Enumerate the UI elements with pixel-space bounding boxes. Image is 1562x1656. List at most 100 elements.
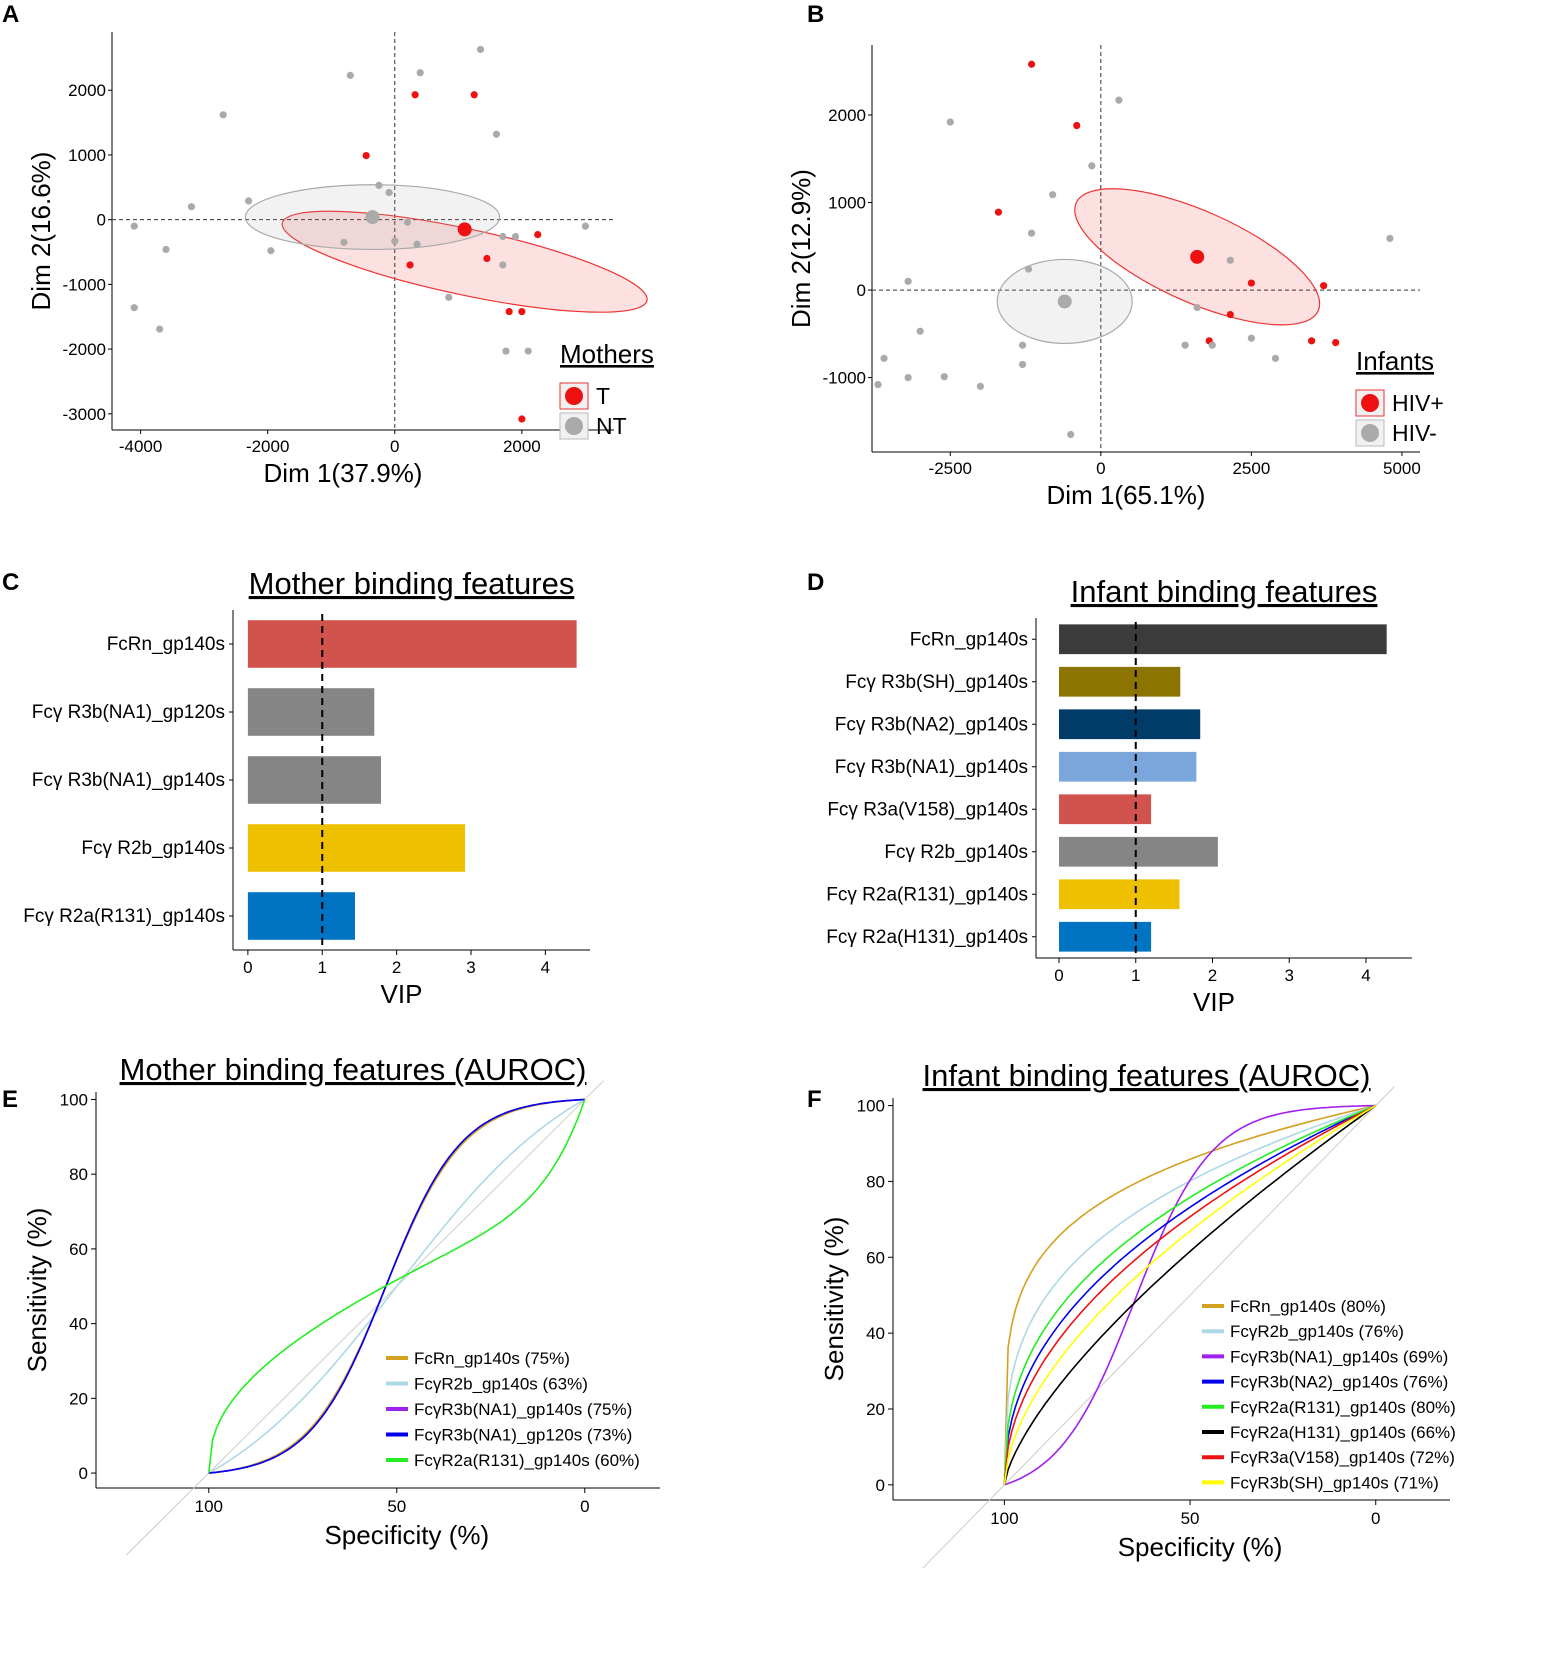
scatter-point-hiv [1320, 282, 1328, 290]
scatter-point-hiv [994, 208, 1003, 216]
category-label: Fcγ R3b(NA1)_gp140s [32, 770, 225, 791]
scatter-point-hiv [916, 327, 924, 335]
scatter-point-nt [499, 232, 507, 241]
roc-curve [1004, 1104, 1376, 1486]
centroid-hiv [1057, 294, 1072, 309]
scatter-point-nt [445, 293, 453, 301]
scatter-point-t [518, 307, 526, 316]
category-label: Fcγ R2b_gp140s [884, 842, 1028, 863]
scatter-point-t [411, 91, 419, 99]
y-tick-label: 0 [876, 1476, 885, 1495]
x-tick-label: 4 [1361, 966, 1370, 985]
scatter-point-nt [416, 69, 424, 77]
bar [1059, 879, 1180, 910]
x-tick-label: 1 [1131, 966, 1140, 985]
panel-letter-d: D [807, 569, 824, 596]
scatter-point-hiv [1226, 310, 1234, 319]
x-axis-title: Dim 1(65.1%) [1047, 480, 1206, 510]
y-tick-label: 1000 [828, 194, 866, 213]
category-label: Fcγ R2a(R131)_gp140s [23, 906, 225, 927]
y-tick-label: 2000 [68, 81, 106, 100]
scatter-point-t [505, 307, 513, 316]
legend-key-dot [565, 417, 583, 435]
scatter-point-nt [130, 304, 138, 312]
chart-title: Mother binding features [249, 566, 575, 601]
x-tick-label: -2000 [246, 437, 289, 456]
scatter-point-nt [219, 111, 227, 119]
x-tick-label: 0 [390, 437, 399, 456]
legend-label: FcRn_gp140s (80%) [1230, 1297, 1386, 1316]
bar [247, 756, 382, 804]
category-label: Fcγ R3b(NA1)_gp140s [835, 757, 1028, 778]
y-tick-label: 0 [857, 281, 866, 300]
x-tick-label: 3 [1284, 966, 1293, 985]
x-tick-label: 2500 [1232, 459, 1270, 478]
scatter-point-nt [502, 347, 510, 355]
scatter-point-hiv [1073, 121, 1081, 130]
roc-curve [1003, 1104, 1377, 1485]
scatter-point-hiv [1332, 338, 1340, 347]
x-tick-label: 1 [318, 958, 327, 977]
x-tick-label: 100 [990, 1509, 1018, 1528]
y-tick-label: 60 [69, 1240, 88, 1259]
panel-letter-a: A [2, 1, 19, 28]
x-tick-label: -4000 [119, 437, 162, 456]
x-axis-title: VIP [1193, 987, 1235, 1017]
panel-letter-e: E [2, 1086, 18, 1113]
chance-diagonal [922, 1086, 1395, 1569]
legend-label: FcγR3a(V158)_gp140s (72%) [1230, 1448, 1455, 1467]
y-tick-label: 20 [69, 1389, 88, 1408]
scatter-point-hiv [1115, 96, 1123, 104]
x-axis-title: Specificity (%) [1118, 1532, 1283, 1562]
category-label: Fcγ R3b(NA2)_gp140s [835, 714, 1028, 735]
legend-label: FcγR2b_gp140s (76%) [1230, 1322, 1404, 1341]
bar [247, 892, 355, 940]
panel-letter-c: C [2, 569, 19, 596]
scatter-point-nt [346, 71, 354, 79]
scatter-point-nt [162, 245, 170, 254]
y-axis-title: Sensitivity (%) [819, 1217, 849, 1382]
bar [1059, 709, 1201, 740]
scatter-point-nt [581, 222, 590, 230]
x-tick-label: 0 [1371, 1509, 1380, 1528]
chart-title: Infant binding features [1071, 574, 1378, 609]
legend-label: NT [596, 413, 627, 439]
y-tick-label: 2000 [828, 106, 866, 125]
scatter-point-t [406, 261, 414, 269]
x-tick-label: 2000 [503, 437, 541, 456]
scatter-point-hiv [904, 374, 912, 382]
y-tick-label: 1000 [68, 146, 106, 165]
category-label: Fcγ R3b(SH)_gp140s [845, 672, 1028, 693]
scatter-point-hiv [1088, 162, 1096, 170]
y-tick-label: 60 [866, 1248, 885, 1267]
y-tick-label: 0 [79, 1464, 88, 1483]
scatter-point-hiv [1181, 341, 1189, 349]
scatter-point-nt [267, 247, 275, 255]
y-tick-label: 40 [866, 1324, 885, 1343]
x-tick-label: 5000 [1383, 459, 1421, 478]
panel-letter-b: B [807, 1, 824, 28]
y-tick-label: 100 [857, 1097, 885, 1116]
bar [1059, 751, 1197, 782]
category-label: Fcγ R2b_gp140s [81, 838, 225, 859]
bar [1059, 666, 1181, 697]
y-tick-label: 40 [69, 1315, 88, 1334]
scatter-point-nt [524, 347, 532, 355]
y-tick-label: 0 [97, 211, 106, 230]
scatter-point-hiv [1049, 191, 1057, 199]
bar [1059, 624, 1387, 655]
x-axis-title: Dim 1(37.9%) [264, 458, 423, 488]
x-tick-label: 50 [387, 1497, 406, 1516]
x-axis-title: Specificity (%) [324, 1520, 489, 1550]
legend-label: HIV- [1392, 420, 1437, 446]
scatter-point-hiv [1271, 354, 1280, 362]
roc-curve [1003, 1104, 1377, 1485]
category-label: Fcγ R2a(R131)_gp140s [826, 884, 1028, 905]
x-tick-label: 0 [243, 958, 252, 977]
panel-f-roc-infants: Infant binding features (AUROC) 100 50 0 0 20… [819, 1058, 1456, 1569]
scatter-point-nt [375, 181, 383, 189]
legend-label: FcγR2a(R131)_gp140s (60%) [414, 1451, 640, 1470]
scatter-point-hiv [1208, 341, 1216, 349]
legend-label: FcγR3b(NA1)_gp120s (73%) [414, 1426, 632, 1445]
bar [1059, 836, 1218, 867]
